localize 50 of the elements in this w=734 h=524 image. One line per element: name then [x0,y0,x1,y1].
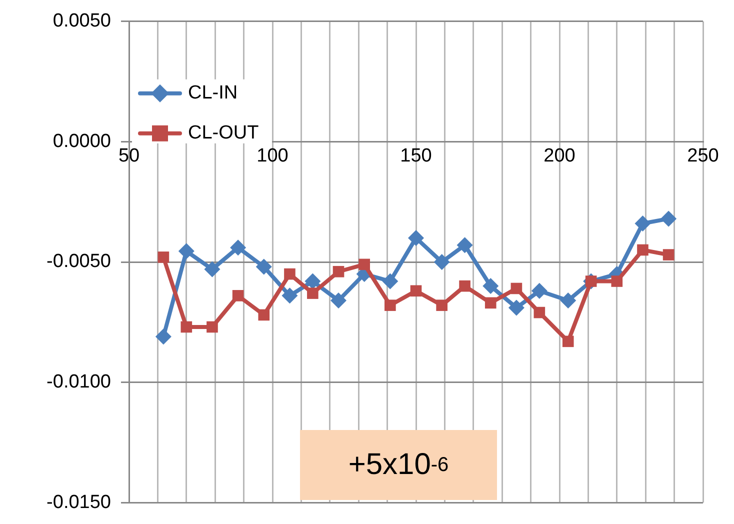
x-tick-label: 200 [544,145,576,166]
point [232,290,244,302]
point [258,309,270,321]
point [178,243,194,260]
point [562,336,574,348]
point [332,266,344,278]
y-tick-label: 0.0000 [52,130,111,152]
point [204,261,220,278]
y-tick-label: -0.0050 [46,251,111,272]
point [180,321,192,333]
x-tick-label: 50 [118,145,140,166]
legend-label: CL-IN [188,82,238,104]
legend-label: CL-OUT [188,122,260,144]
point [660,210,677,227]
point [634,216,651,232]
point [484,297,496,309]
point [410,285,422,297]
point [206,321,218,333]
point [284,268,296,280]
point [534,306,546,318]
point [436,300,448,311]
point [434,254,450,270]
point [531,282,548,299]
point [408,230,424,246]
point [508,300,524,316]
y-tick-label: -0.0150 [46,492,111,513]
point [459,280,470,292]
point [304,273,321,290]
point [330,292,347,308]
point [456,237,473,254]
y-tick-label: -0.0100 [46,372,111,393]
point [662,249,674,260]
point [482,278,499,294]
point [155,328,172,345]
y-tick-label: 0.0050 [52,10,111,32]
point [158,252,170,263]
point [510,282,522,294]
x-tick-label: 250 [687,145,719,166]
point [637,244,648,256]
point [256,258,272,275]
point [384,300,396,311]
point [282,288,298,304]
point [611,276,623,287]
x-tick-label: 100 [256,145,288,166]
point [358,258,370,270]
x-tick-label: 150 [400,145,432,166]
point [307,288,318,299]
point [230,240,246,256]
point [560,292,576,308]
point [382,273,398,290]
